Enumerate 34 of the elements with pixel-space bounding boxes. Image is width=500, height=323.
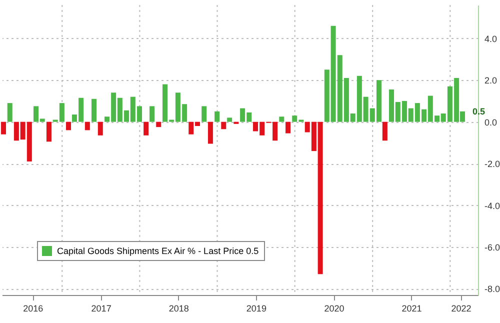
y-tick-label: 2.0 bbox=[484, 76, 498, 86]
bar bbox=[150, 106, 155, 122]
x-tick-label: 2017 bbox=[91, 304, 112, 314]
bar bbox=[279, 116, 284, 122]
legend-label: Capital Goods Shipments Ex Air % - Last Price 0.5 bbox=[57, 246, 259, 256]
bar bbox=[66, 122, 72, 130]
bar bbox=[214, 111, 220, 122]
x-tick-label: 2021 bbox=[402, 304, 422, 314]
bar bbox=[144, 122, 149, 136]
bar bbox=[227, 118, 232, 122]
bar bbox=[46, 122, 52, 142]
x-tick-label: 2016 bbox=[23, 304, 44, 314]
bar bbox=[7, 103, 12, 122]
x-tick-label: 2019 bbox=[246, 304, 266, 314]
y-tick-label: -8.0 bbox=[484, 284, 500, 294]
bar bbox=[98, 122, 103, 136]
bar bbox=[0, 122, 6, 134]
y-tick-label: 0.0 bbox=[484, 117, 498, 128]
x-tick-label: 2020 bbox=[324, 304, 344, 314]
bar bbox=[286, 122, 291, 134]
annotation: 0.5 bbox=[472, 106, 486, 116]
bar bbox=[92, 98, 97, 122]
bar bbox=[208, 122, 213, 144]
bar bbox=[382, 122, 388, 141]
y-tick-label: -6.0 bbox=[484, 242, 500, 253]
x-tick-label: 2018 bbox=[168, 304, 189, 314]
y-tick-label: -4.0 bbox=[484, 200, 500, 211]
bar bbox=[156, 122, 162, 128]
y-tick-label: 4.0 bbox=[484, 34, 498, 44]
y-tick-label: -2.0 bbox=[484, 159, 500, 170]
bar bbox=[221, 122, 226, 130]
bar bbox=[202, 106, 207, 122]
x-tick-label: 2022 bbox=[451, 304, 472, 314]
bar bbox=[84, 122, 90, 130]
